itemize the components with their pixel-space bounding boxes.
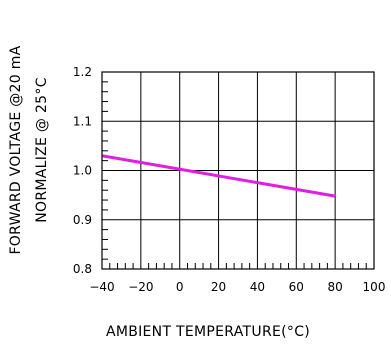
x-tick-label: −40 [89, 280, 114, 294]
grid [102, 72, 374, 269]
series-layer [101, 154, 336, 198]
x-tick-label: 80 [328, 280, 343, 294]
minor-ticks [102, 81, 367, 269]
x-tick-labels: −40 −20 0 20 40 60 80 100 [89, 280, 385, 294]
series-line [101, 154, 336, 198]
y-tick-label: 1.0 [73, 164, 92, 178]
x-tick-label: 0 [176, 280, 184, 294]
y-tick-label: 0.8 [73, 262, 92, 276]
x-tick-label: −20 [128, 280, 153, 294]
x-tick-label: 40 [250, 280, 265, 294]
y-tick-label: 1.2 [73, 65, 92, 79]
y-tick-label: 1.1 [73, 114, 92, 128]
x-tick-label: 100 [363, 280, 386, 294]
y-tick-labels: 0.8 0.9 1.0 1.1 1.2 [73, 65, 92, 276]
x-tick-label: 60 [289, 280, 304, 294]
y-axis-title-line-2: NORMALIZE @ 25°C [34, 77, 50, 223]
plot-frame [101, 71, 375, 270]
x-axis-title: AMBIENT TEMPERATURE(°C) [106, 324, 310, 340]
y-tick-label: 0.9 [73, 213, 92, 227]
y-axis-title-line-1: FORWARD VOLTAGE @20 mA [8, 45, 24, 254]
x-tick-label: 20 [211, 280, 226, 294]
